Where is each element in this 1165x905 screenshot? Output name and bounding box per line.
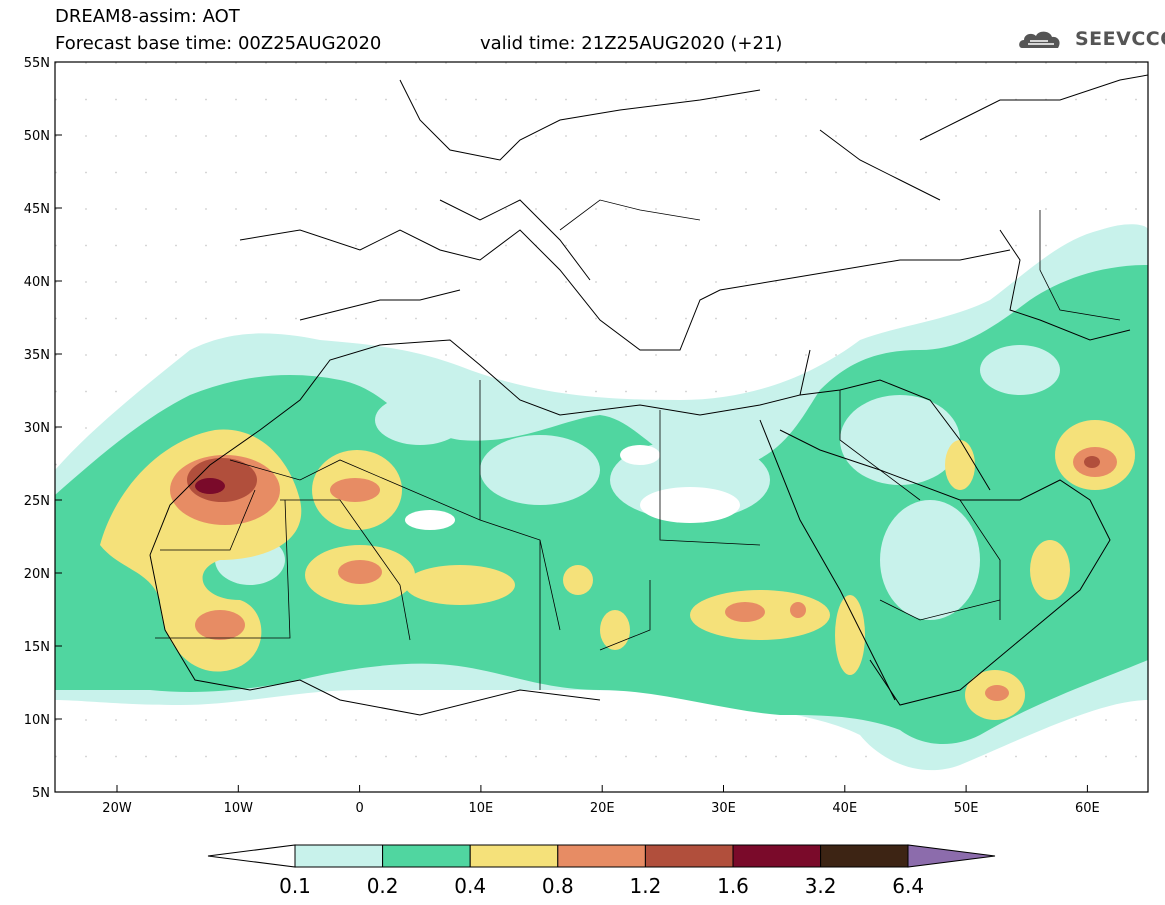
axis-ticks: 55N 50N 45N 40N 35N 30N 25N 20N 15N 10N 5N 20W 10W 0 1… (24, 56, 1100, 816)
colorbar-label: 0.2 (367, 874, 399, 898)
colorbar-high-arrow (907, 844, 996, 868)
colorbar-label: 1.6 (717, 874, 749, 898)
colorbar-swatch (732, 844, 822, 868)
colorbar-label: 6.4 (892, 874, 924, 898)
lat-tick-label: 20N (24, 567, 50, 582)
lon-tick-label: 30E (711, 801, 736, 816)
lon-tick-label: 10W (224, 801, 254, 816)
lat-tick-label: 50N (24, 129, 50, 144)
lat-tick-label: 40N (24, 275, 50, 290)
lat-tick-label: 55N (24, 56, 50, 71)
lat-tick-label: 10N (24, 713, 50, 728)
lon-tick-label: 10E (469, 801, 494, 816)
colorbar-swatch (820, 844, 909, 868)
aot-band-1.6 (195, 478, 225, 494)
lat-tick-label: 30N (24, 421, 50, 436)
map-title: DREAM8-assim: AOT (55, 6, 240, 27)
seevccc-logo: SEEVCCC (1075, 28, 1165, 50)
lat-tick-label: 15N (24, 640, 50, 655)
lon-tick-label: 20E (590, 801, 615, 816)
cloud-logo-icon (1019, 31, 1060, 48)
lon-tick-label: 0 (355, 801, 363, 816)
colorbar-swatch (469, 844, 559, 868)
valid-time: valid time: 21Z25AUG2020 (+21) (480, 33, 783, 54)
colorbar-swatch (382, 844, 471, 868)
map-plot-area (55, 62, 1148, 792)
aot-band-below-0.1 (405, 445, 740, 530)
lon-tick-label: 20W (102, 801, 132, 816)
colorbar-low-arrow (207, 844, 296, 868)
lat-tick-label: 35N (24, 348, 50, 363)
coastlines (149, 74, 1148, 716)
borders (155, 199, 1121, 690)
aot-band-0.2 (55, 265, 1148, 745)
colorbar-label: 3.2 (805, 874, 837, 898)
colorbar-label: 0.8 (542, 874, 574, 898)
lon-tick-label: 40E (832, 801, 857, 816)
lat-tick-label: 5N (32, 786, 50, 801)
lon-tick-label: 60E (1075, 801, 1100, 816)
lat-tick-label: 45N (24, 202, 50, 217)
forecast-base-time: Forecast base time: 00Z25AUG2020 (55, 33, 382, 54)
colorbar-swatch (644, 844, 734, 868)
lat-tick-label: 25N (24, 494, 50, 509)
colorbar-swatch (557, 844, 646, 868)
colorbar-swatch (294, 844, 384, 868)
colorbar-label: 0.4 (454, 874, 486, 898)
lon-tick-label: 50E (954, 801, 979, 816)
colorbar-label: 1.2 (629, 874, 661, 898)
colorbar-label: 0.1 (279, 874, 311, 898)
